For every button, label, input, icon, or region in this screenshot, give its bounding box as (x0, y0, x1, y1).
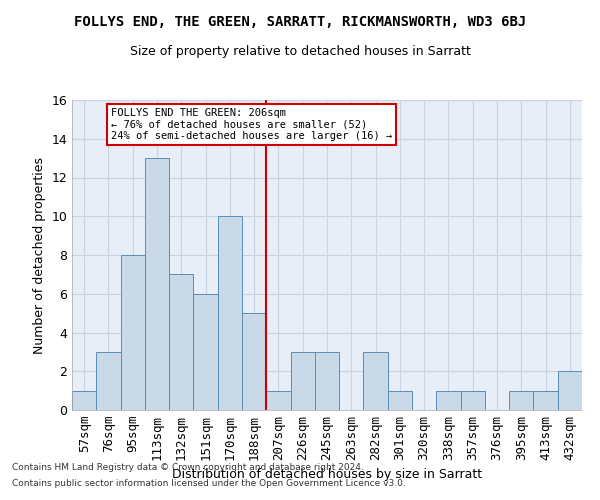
Bar (364, 352, 388, 410)
Bar (242, 313, 266, 410)
Y-axis label: Number of detached properties: Number of detached properties (33, 156, 46, 354)
Bar (290, 352, 315, 410)
Bar (461, 390, 485, 410)
Bar (169, 274, 193, 410)
Bar (72, 390, 96, 410)
Bar (145, 158, 169, 410)
Text: FOLLYS END, THE GREEN, SARRATT, RICKMANSWORTH, WD3 6BJ: FOLLYS END, THE GREEN, SARRATT, RICKMANS… (74, 15, 526, 29)
Bar (266, 390, 290, 410)
Text: Contains HM Land Registry data © Crown copyright and database right 2024.: Contains HM Land Registry data © Crown c… (12, 464, 364, 472)
Bar (436, 390, 461, 410)
Bar (193, 294, 218, 410)
Text: FOLLYS END THE GREEN: 206sqm
← 76% of detached houses are smaller (52)
24% of se: FOLLYS END THE GREEN: 206sqm ← 76% of de… (111, 108, 392, 141)
Text: Size of property relative to detached houses in Sarratt: Size of property relative to detached ho… (130, 45, 470, 58)
X-axis label: Distribution of detached houses by size in Sarratt: Distribution of detached houses by size … (172, 468, 482, 481)
Bar (121, 255, 145, 410)
Bar (509, 390, 533, 410)
Text: Contains public sector information licensed under the Open Government Licence v3: Contains public sector information licen… (12, 478, 406, 488)
Bar (388, 390, 412, 410)
Bar (218, 216, 242, 410)
Bar (315, 352, 339, 410)
Bar (533, 390, 558, 410)
Bar (96, 352, 121, 410)
Bar (558, 371, 582, 410)
